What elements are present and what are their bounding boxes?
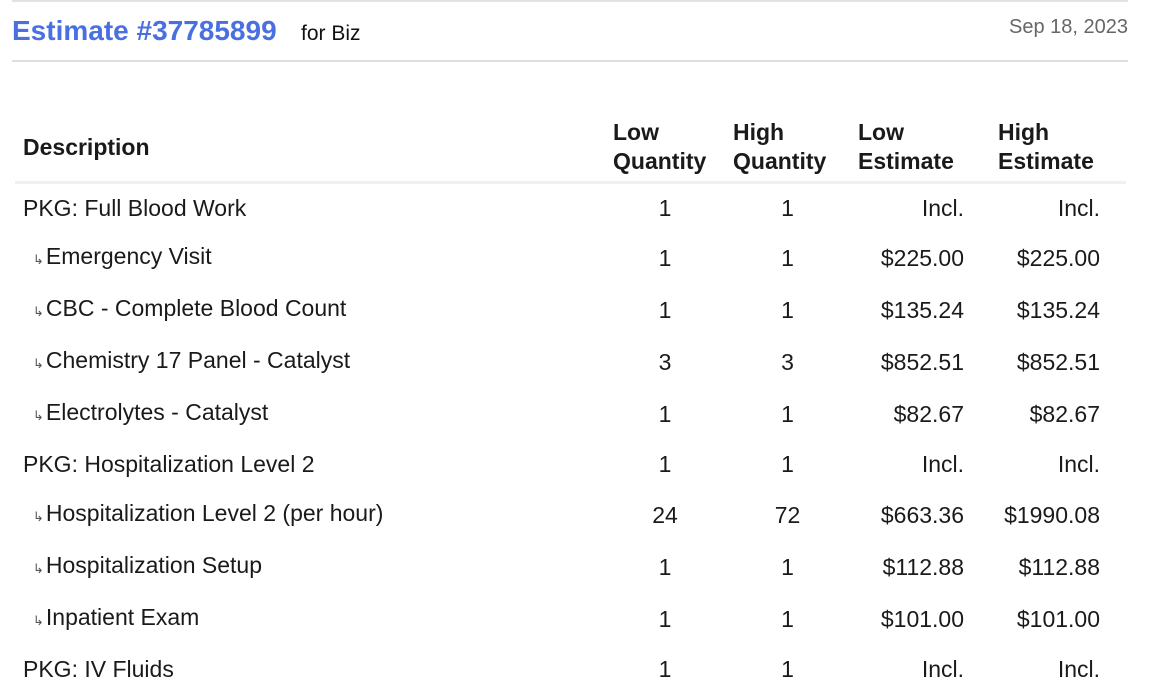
item-description: PKG: Full Blood Work (23, 195, 247, 222)
low-quantity: 1 (658, 605, 672, 632)
low-quantity: 1 (658, 553, 672, 580)
col-low-quantity: Low Quantity (605, 118, 725, 184)
high-estimate: $82.67 (1029, 401, 1100, 428)
item-description: ↳Chemistry 17 Panel - Catalyst (33, 347, 351, 374)
estimate-title[interactable]: Estimate #37785899 (12, 15, 277, 46)
high-estimate: Incl. (1057, 451, 1100, 478)
sub-item-arrow-icon: ↳ (33, 252, 44, 268)
package-row: PKG: Hospitalization Level 2 1 1 Incl. Incl. (15, 440, 1126, 488)
item-description: PKG: IV Fluids (23, 655, 174, 682)
high-estimate: Incl. (1057, 655, 1100, 682)
low-estimate: $112.88 (882, 553, 964, 580)
col-description: Description (15, 118, 605, 184)
low-estimate: Incl. (921, 195, 964, 222)
low-quantity: 1 (658, 451, 672, 478)
col-high-estimate: High Estimate (990, 118, 1126, 184)
item-description: ↳Emergency Visit (33, 243, 212, 270)
low-estimate: $225.00 (880, 245, 964, 272)
sub-item-arrow-icon: ↳ (33, 304, 44, 320)
low-quantity: 1 (658, 297, 672, 324)
line-item-row: ↳Emergency Visit 1 1 $225.00 $225.00 (15, 232, 1126, 284)
estimate-header: Estimate #37785899 for Biz Sep 18, 2023 (12, 14, 1128, 62)
low-quantity: 1 (658, 655, 672, 682)
line-item-row: ↳Hospitalization Setup 1 1 $112.88 $112.88 (15, 541, 1126, 593)
item-description: ↳CBC - Complete Blood Count (33, 295, 347, 322)
item-description: ↳Inpatient Exam (33, 603, 200, 630)
low-estimate: Incl. (921, 655, 964, 682)
low-estimate: $101.00 (880, 605, 964, 632)
line-item-row: ↳Inpatient Exam 1 1 $101.00 $101.00 (15, 593, 1126, 645)
high-quantity: 1 (781, 245, 794, 272)
line-item-row: ↳Hospitalization Level 2 (per hour) 24 72 $… (15, 489, 1126, 541)
package-row: PKG: Full Blood Work 1 1 Incl. Incl. (15, 184, 1126, 232)
high-quantity: 1 (781, 553, 794, 580)
package-row: PKG: IV Fluids 1 1 Incl. Incl. (15, 645, 1126, 693)
low-estimate: $82.67 (893, 401, 964, 428)
low-quantity: 3 (658, 349, 672, 376)
high-estimate: $101.00 (1016, 605, 1100, 632)
top-divider (12, 0, 1128, 2)
sub-item-arrow-icon: ↳ (33, 508, 44, 524)
low-quantity: 1 (658, 195, 672, 222)
high-estimate: $1990.08 (1004, 501, 1100, 528)
high-estimate: Incl. (1057, 195, 1100, 222)
col-low-estimate: Low Estimate (850, 118, 990, 184)
col-high-quantity: High Quantity (725, 118, 850, 184)
low-quantity: 1 (658, 245, 672, 272)
sub-item-arrow-icon: ↳ (33, 356, 44, 372)
low-quantity: 24 (652, 501, 678, 528)
high-quantity: 1 (781, 605, 794, 632)
low-estimate: $135.24 (880, 297, 964, 324)
line-item-row: ↳CBC - Complete Blood Count 1 1 $135.24 $135… (15, 284, 1126, 336)
sub-item-arrow-icon: ↳ (33, 612, 44, 628)
low-quantity: 1 (658, 401, 672, 428)
estimate-table: Description Low Quantity High Quantity Low… (15, 118, 1126, 693)
high-estimate: $112.88 (1018, 553, 1100, 580)
high-quantity: 3 (781, 349, 794, 376)
item-description: ↳Electrolytes - Catalyst (33, 399, 269, 426)
high-quantity: 1 (781, 451, 794, 478)
estimate-date: Sep 18, 2023 (1009, 16, 1128, 38)
low-estimate: Incl. (921, 451, 964, 478)
high-quantity: 72 (774, 501, 801, 528)
high-quantity: 1 (781, 195, 794, 222)
item-description: PKG: Hospitalization Level 2 (23, 451, 315, 478)
low-estimate: $852.51 (880, 349, 964, 376)
sub-item-arrow-icon: ↳ (33, 560, 44, 576)
line-item-row: ↳Electrolytes - Catalyst 1 1 $82.67 $82.67 (15, 388, 1126, 440)
item-description: ↳Hospitalization Setup (33, 551, 262, 578)
high-estimate: $852.51 (1016, 349, 1100, 376)
high-quantity: 1 (781, 297, 794, 324)
client-label: for Biz (301, 22, 361, 45)
high-estimate: $135.24 (1016, 297, 1100, 324)
low-estimate: $663.36 (880, 501, 964, 528)
line-item-row: ↳Chemistry 17 Panel - Catalyst 3 3 $852.51 $… (15, 336, 1126, 388)
sub-item-arrow-icon: ↳ (33, 408, 44, 424)
high-quantity: 1 (781, 655, 794, 682)
high-estimate: $225.00 (1016, 245, 1100, 272)
item-description: ↳Hospitalization Level 2 (per hour) (33, 499, 384, 526)
table-header-row: Description Low Quantity High Quantity Low… (15, 118, 1126, 184)
high-quantity: 1 (781, 401, 794, 428)
